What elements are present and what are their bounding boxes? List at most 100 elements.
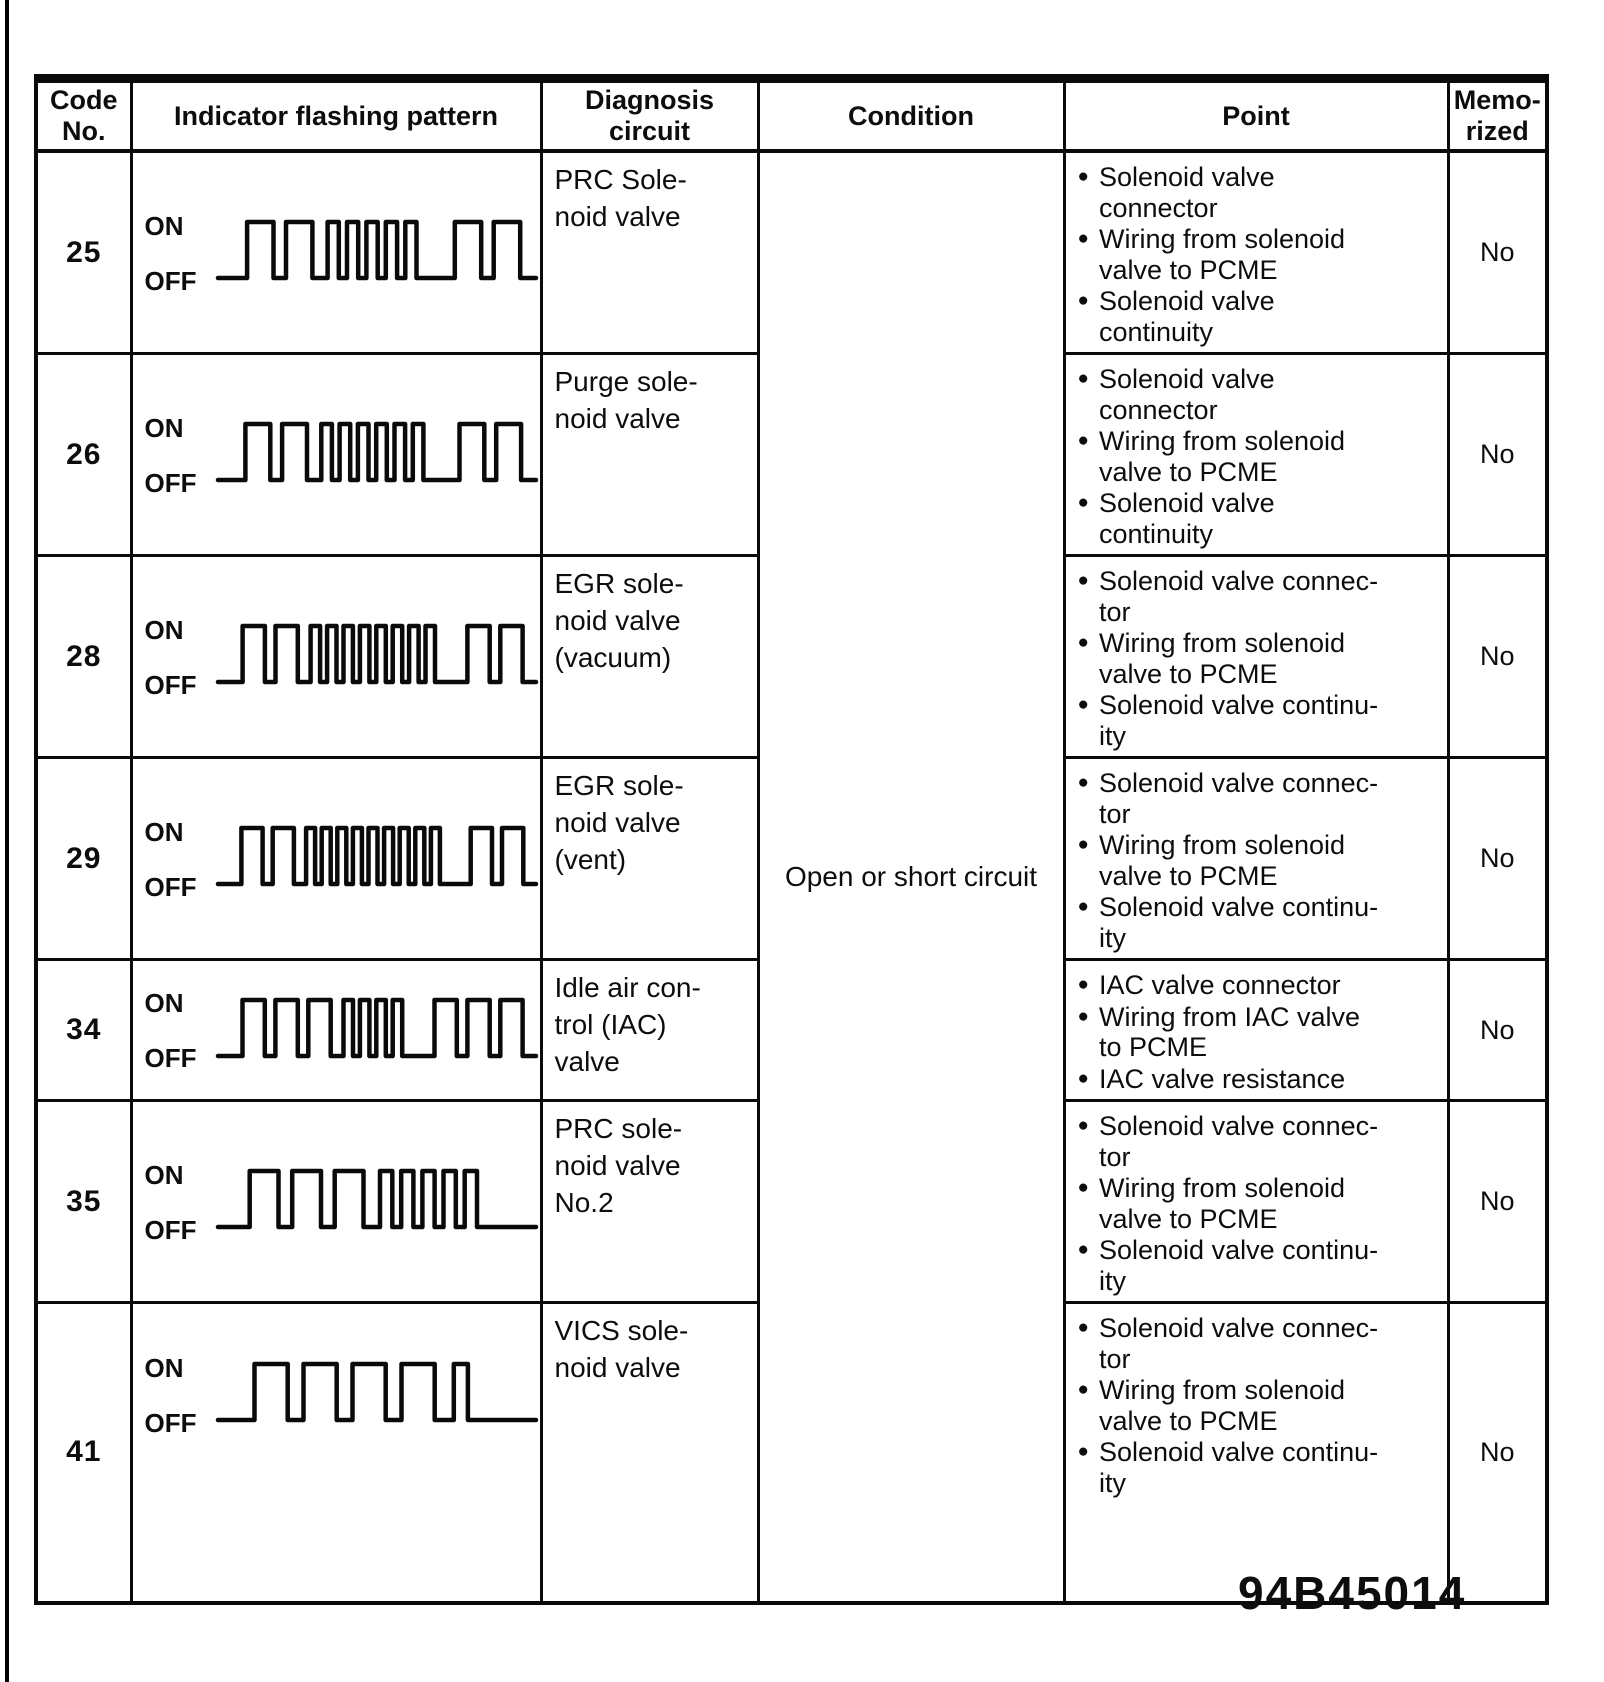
on-label: ON xyxy=(144,412,184,443)
bullet-icon: ● xyxy=(1077,772,1089,794)
bullet-icon: ● xyxy=(1077,1239,1089,1261)
point-cell: ● Solenoid valve connec- tor ● Wiring from… xyxy=(1062,756,1450,962)
waveform xyxy=(215,1350,539,1439)
point-item: ● Solenoid valve connec- tor xyxy=(1077,768,1379,829)
on-label: ON xyxy=(144,1352,184,1383)
waveform xyxy=(215,208,539,297)
header-row: Code No. Indicator flashing pattern Diag… xyxy=(34,77,1549,154)
bullet-icon: ● xyxy=(1077,834,1089,856)
point-item: ● Solenoid valve continu- ity xyxy=(1077,1437,1379,1498)
pattern-cell: ON OFF xyxy=(129,1099,543,1305)
diagnosis-cell: PRC Sole- noid valve xyxy=(539,149,760,356)
waveform xyxy=(215,986,539,1075)
on-label: ON xyxy=(144,210,184,241)
pattern-cell: ON OFF xyxy=(129,352,543,558)
memorized-cell: No xyxy=(1446,1301,1549,1605)
point-item: ● Solenoid valve connec- tor xyxy=(1077,566,1379,627)
on-label: ON xyxy=(144,988,184,1019)
memorized-cell: No xyxy=(1446,1099,1549,1305)
on-label: ON xyxy=(144,1159,184,1190)
point-cell: ● Solenoid valve connec- tor ● Wiring from… xyxy=(1062,554,1450,760)
off-label: OFF xyxy=(144,467,197,498)
point-cell: ● Solenoid valve connector ● Wiring from s… xyxy=(1062,149,1450,356)
bullet-icon: ● xyxy=(1077,896,1089,918)
point-item: ● Wiring from solenoid valve to PCME xyxy=(1077,1375,1346,1436)
header-code: Code No. xyxy=(34,77,133,154)
memorized-cell: No xyxy=(1446,554,1549,760)
code-cell: 34 xyxy=(34,958,133,1103)
header-memorized: Memo- rized xyxy=(1446,77,1549,154)
flash-pattern: ON OFF xyxy=(143,208,539,297)
waveform xyxy=(215,612,539,701)
on-label: ON xyxy=(144,614,184,645)
code-cell: 26 xyxy=(34,352,133,558)
point-item: ● Wiring from solenoid valve to PCME xyxy=(1077,1173,1346,1234)
on-label: ON xyxy=(144,816,184,847)
off-label: OFF xyxy=(144,1043,197,1074)
table-row-code-34: 34 ON OFF Idle air con- trol (IAC) valve… xyxy=(34,958,1549,1103)
point-item: ● Wiring from solenoid valve to PCME xyxy=(1077,628,1346,689)
point-item: ● Solenoid valve continu- ity xyxy=(1077,690,1379,751)
table-row-code-35: 35 ON OFF PRC sole- noid valve No.2 ● Sol… xyxy=(34,1099,1549,1305)
off-label: OFF xyxy=(144,669,197,700)
diagnosis-cell: Purge sole- noid valve xyxy=(539,352,760,558)
table-row-code-25: 25 ON OFF PRC Sole- noid valve Open or s… xyxy=(34,149,1549,1605)
code-cell: 25 xyxy=(34,149,133,356)
point-item: ● Solenoid valve connector xyxy=(1077,162,1275,223)
point-item: ● Solenoid valve connec- tor xyxy=(1077,1111,1379,1172)
bullet-icon: ● xyxy=(1077,570,1089,592)
diagnosis-cell: VICS sole- noid valve xyxy=(539,1301,760,1605)
code-cell: 41 xyxy=(34,1301,133,1605)
bullet-icon: ● xyxy=(1077,1317,1089,1339)
bullet-icon: ● xyxy=(1077,492,1089,514)
header-pattern: Indicator flashing pattern xyxy=(129,77,543,154)
point-item: ● Solenoid valve connec- tor xyxy=(1077,1313,1379,1374)
diagnosis-cell: Idle air con- trol (IAC) valve xyxy=(539,958,760,1103)
bullet-icon: ● xyxy=(1077,228,1089,250)
flash-pattern: ON OFF xyxy=(143,410,539,499)
point-item: ● Solenoid valve continuity xyxy=(1077,488,1275,549)
flash-pattern: ON OFF xyxy=(143,1350,539,1439)
condition-cell: Open or short circuit xyxy=(756,149,1066,1605)
pattern-cell: ON OFF xyxy=(129,149,543,356)
point-item: ● Wiring from solenoid valve to PCME xyxy=(1077,426,1346,487)
code-cell: 29 xyxy=(34,756,133,962)
point-cell: ● IAC valve connector ● Wiring from IAC va… xyxy=(1062,958,1450,1103)
waveform xyxy=(215,410,539,499)
point-cell: ● Solenoid valve connector ● Wiring from s… xyxy=(1062,352,1450,558)
waveform xyxy=(215,814,539,903)
off-label: OFF xyxy=(144,871,197,902)
figure-code: 94B45014 xyxy=(1238,1567,1467,1619)
flash-pattern: ON OFF xyxy=(143,814,539,903)
table-row-code-28: 28 ON OFF EGR sole- noid valve (vacuum) … xyxy=(34,554,1549,760)
point-cell: ● Solenoid valve connec- tor ● Wiring from… xyxy=(1062,1301,1450,1605)
bullet-icon: ● xyxy=(1077,368,1089,390)
pattern-cell: ON OFF xyxy=(129,1301,543,1605)
flash-pattern: ON OFF xyxy=(143,612,539,701)
point-item: ● IAC valve connector xyxy=(1077,970,1341,1001)
memorized-cell: No xyxy=(1446,756,1549,962)
point-cell: ● Solenoid valve connec- tor ● Wiring from… xyxy=(1062,1099,1450,1305)
diagnosis-cell: PRC sole- noid valve No.2 xyxy=(539,1099,760,1305)
bullet-icon: ● xyxy=(1077,1177,1089,1199)
bullet-icon: ● xyxy=(1077,166,1089,188)
point-item: ● Wiring from IAC valve to PCME xyxy=(1077,1001,1361,1063)
off-label: OFF xyxy=(144,1214,197,1245)
diagnostic-code-table: Code No. Indicator flashing pattern Diag… xyxy=(34,74,1549,1605)
diagnosis-cell: EGR sole- noid valve (vent) xyxy=(539,756,760,962)
point-item: ● Wiring from solenoid valve to PCME xyxy=(1077,830,1346,891)
table-row-code-41: 41 ON OFF VICS sole- noid valve ● Solenoi… xyxy=(34,1301,1549,1605)
flash-pattern: ON OFF xyxy=(143,986,539,1075)
memorized-cell: No xyxy=(1446,149,1549,356)
point-item: ● Wiring from solenoid valve to PCME xyxy=(1077,224,1346,285)
bullet-icon: ● xyxy=(1077,430,1089,452)
scan-edge-line xyxy=(5,0,9,1682)
header-condition: Condition xyxy=(756,77,1066,154)
point-item: ● Solenoid valve continu- ity xyxy=(1077,892,1379,953)
bullet-icon: ● xyxy=(1077,1441,1089,1463)
point-item: ● Solenoid valve continuity xyxy=(1077,286,1275,347)
bullet-icon: ● xyxy=(1077,290,1089,312)
point-item: ● Solenoid valve connector xyxy=(1077,364,1275,425)
memorized-cell: No xyxy=(1446,958,1549,1103)
header-point: Point xyxy=(1062,77,1450,154)
